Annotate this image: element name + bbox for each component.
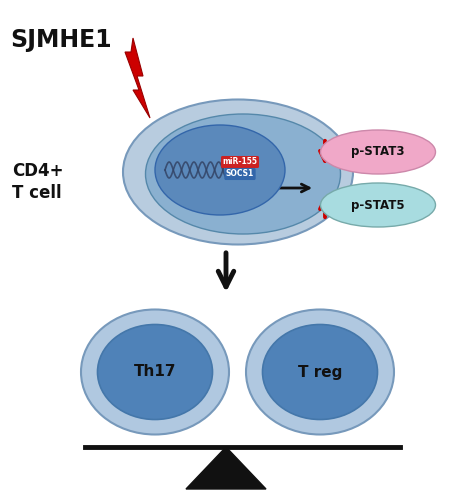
Text: p-STAT3: p-STAT3	[351, 146, 405, 158]
Ellipse shape	[123, 100, 353, 244]
Ellipse shape	[155, 125, 285, 215]
Ellipse shape	[97, 324, 212, 420]
Text: miR-155: miR-155	[222, 158, 257, 166]
Ellipse shape	[321, 183, 435, 227]
Ellipse shape	[246, 310, 394, 434]
Text: p-STAT5: p-STAT5	[351, 198, 405, 211]
Text: SOCS1: SOCS1	[226, 170, 254, 178]
Text: CD4+
T cell: CD4+ T cell	[12, 162, 63, 202]
Text: T reg: T reg	[298, 364, 342, 380]
Ellipse shape	[321, 130, 435, 174]
Polygon shape	[186, 447, 266, 489]
Ellipse shape	[262, 324, 377, 420]
Polygon shape	[125, 38, 150, 118]
Text: Th17: Th17	[134, 364, 176, 380]
Ellipse shape	[145, 114, 341, 234]
Ellipse shape	[81, 310, 229, 434]
Text: SJMHE1: SJMHE1	[10, 28, 111, 52]
